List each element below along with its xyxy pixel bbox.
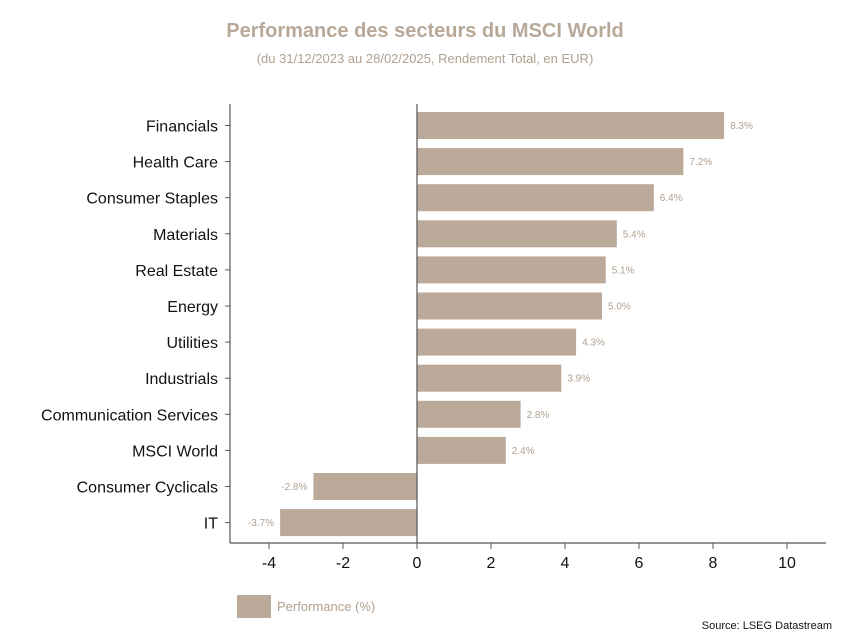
bar bbox=[280, 509, 417, 537]
x-tick-label: 0 bbox=[413, 555, 422, 572]
y-tick-label: Communication Services bbox=[41, 407, 218, 424]
y-tick-label: IT bbox=[204, 516, 218, 533]
y-tick-label: MSCI World bbox=[132, 443, 218, 460]
bar bbox=[417, 220, 617, 248]
y-tick-label: Utilities bbox=[166, 335, 218, 352]
data-label: 3.9% bbox=[567, 374, 590, 385]
data-label: 2.8% bbox=[527, 410, 550, 421]
y-tick-label: Industrials bbox=[145, 371, 218, 388]
y-tick-label: Financials bbox=[146, 119, 218, 136]
bar bbox=[417, 292, 602, 320]
x-tick-label: 2 bbox=[487, 555, 496, 572]
y-tick-label: Consumer Staples bbox=[86, 191, 218, 208]
x-tick-label: 6 bbox=[635, 555, 644, 572]
data-label: -3.7% bbox=[248, 518, 274, 529]
x-tick-label: 4 bbox=[561, 555, 570, 572]
data-label: 4.3% bbox=[582, 338, 605, 349]
bar bbox=[417, 256, 606, 284]
y-tick-label: Energy bbox=[167, 299, 218, 316]
bar bbox=[417, 400, 521, 428]
bar bbox=[417, 148, 684, 176]
bar bbox=[417, 364, 562, 392]
chart-subtitle: (du 31/12/2023 au 28/02/2025, Rendement … bbox=[256, 51, 594, 66]
source-note: Source: LSEG Datastream bbox=[701, 620, 832, 632]
data-label: 5.0% bbox=[608, 302, 631, 313]
bar bbox=[417, 436, 506, 464]
data-label: 5.4% bbox=[623, 229, 646, 240]
data-label: 2.4% bbox=[512, 446, 535, 457]
x-tick-label: 10 bbox=[778, 555, 796, 572]
data-label: 8.3% bbox=[730, 121, 753, 132]
legend-label: Performance (%) bbox=[277, 599, 376, 614]
y-tick-label: Materials bbox=[153, 227, 218, 244]
y-tick-label: Real Estate bbox=[135, 263, 218, 280]
x-tick-label: -4 bbox=[262, 555, 276, 572]
data-label: 7.2% bbox=[689, 157, 712, 168]
x-tick-label: -2 bbox=[336, 555, 350, 572]
data-label: 5.1% bbox=[612, 265, 635, 276]
data-label: 6.4% bbox=[660, 193, 683, 204]
bar bbox=[417, 112, 725, 139]
legend-swatch bbox=[237, 595, 271, 618]
y-tick-label: Consumer Cyclicals bbox=[77, 480, 218, 497]
chart-title: Performance des secteurs du MSCI World bbox=[226, 20, 624, 42]
bar bbox=[417, 184, 654, 212]
legend: Performance (%) bbox=[237, 595, 375, 618]
x-tick-label: 8 bbox=[709, 555, 718, 572]
bar bbox=[313, 473, 417, 500]
y-tick-label: Health Care bbox=[133, 155, 218, 172]
bar bbox=[417, 328, 577, 356]
data-label: -2.8% bbox=[281, 482, 307, 493]
